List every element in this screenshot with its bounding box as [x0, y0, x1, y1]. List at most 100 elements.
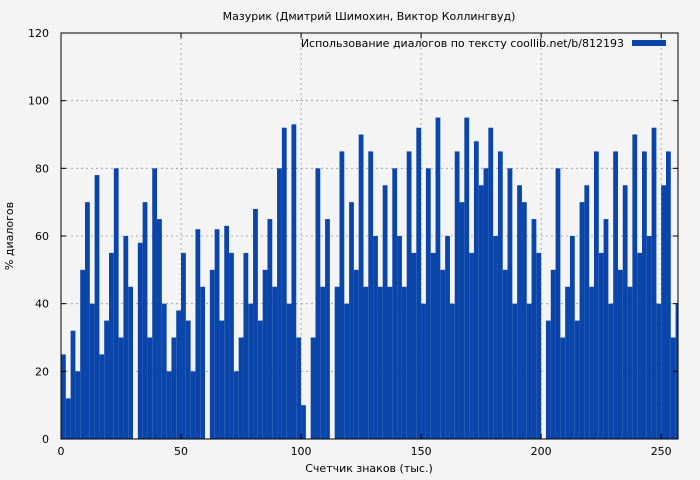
bar — [613, 151, 618, 439]
bar — [272, 286, 278, 439]
bar — [397, 236, 402, 439]
bar — [454, 151, 460, 439]
bar — [603, 219, 609, 439]
bar — [584, 185, 590, 439]
bar — [464, 117, 470, 439]
bar — [368, 151, 374, 439]
legend-swatch — [632, 40, 666, 46]
bar — [94, 175, 100, 439]
x-axis-label: Счетчик знаков (тыс.) — [305, 462, 433, 475]
bar — [632, 134, 638, 439]
bar — [440, 269, 446, 439]
bar — [406, 151, 412, 439]
bar — [89, 303, 95, 439]
bar — [128, 286, 134, 439]
bar — [665, 151, 671, 439]
bar — [459, 202, 465, 439]
axis-ticks: 0 20 40 60 80 100 120 0 50 100 150 200 250 — [28, 27, 678, 458]
bar — [253, 208, 258, 439]
bar — [656, 303, 662, 439]
bar — [555, 168, 561, 440]
bar — [267, 219, 273, 439]
x-tick-label: 250 — [651, 445, 672, 458]
bar — [137, 242, 143, 439]
y-tick-label: 100 — [28, 95, 49, 108]
bar — [80, 269, 86, 439]
bar — [670, 337, 676, 439]
bar — [171, 337, 177, 439]
bar — [531, 219, 537, 439]
bar — [536, 252, 542, 439]
bar — [209, 269, 215, 439]
bar — [421, 303, 426, 439]
bar — [521, 202, 527, 439]
bar — [339, 151, 345, 439]
bar — [65, 398, 71, 439]
y-tick-label: 20 — [35, 365, 49, 378]
bar — [560, 337, 566, 439]
bar — [545, 320, 551, 439]
bar — [550, 269, 556, 439]
bar — [224, 225, 230, 439]
bar — [75, 371, 81, 439]
bar — [248, 303, 254, 439]
bar — [507, 168, 513, 440]
bar — [104, 320, 110, 439]
bar — [320, 286, 326, 439]
bar — [574, 320, 580, 439]
bar — [502, 269, 508, 439]
x-tick-label: 200 — [531, 445, 552, 458]
bar — [392, 168, 398, 440]
bar — [349, 202, 354, 439]
bar — [70, 330, 76, 439]
bar — [627, 286, 633, 439]
bar — [493, 236, 498, 439]
bar — [281, 127, 287, 439]
bar — [109, 252, 114, 439]
bar — [185, 320, 191, 439]
bar — [469, 252, 474, 439]
bar — [641, 151, 647, 439]
bar — [416, 127, 422, 439]
bar — [334, 286, 340, 439]
bar — [661, 185, 666, 439]
bar — [257, 320, 263, 439]
bar — [233, 371, 239, 439]
bar — [200, 286, 206, 439]
bar — [181, 252, 186, 439]
bar — [637, 252, 642, 439]
bar — [123, 236, 129, 439]
y-tick-label: 120 — [28, 27, 49, 40]
bar — [353, 269, 359, 439]
bar — [344, 303, 350, 439]
bar — [85, 202, 90, 439]
chart-title: Мазурик (Дмитрий Шимохин, Виктор Коллинг… — [223, 10, 516, 23]
bar — [497, 151, 503, 439]
bar — [291, 124, 297, 439]
bar — [315, 168, 321, 440]
y-tick-label: 60 — [35, 230, 49, 243]
bar — [358, 134, 364, 439]
bar — [214, 229, 220, 439]
bar — [579, 202, 585, 439]
x-tick-label: 100 — [291, 445, 312, 458]
bar — [325, 219, 330, 439]
bar — [449, 303, 455, 439]
bar — [219, 320, 225, 439]
bar — [363, 286, 369, 439]
bar — [526, 303, 532, 439]
bar — [488, 127, 494, 439]
x-tick-label: 0 — [58, 445, 65, 458]
bar — [473, 141, 479, 439]
bar — [243, 252, 249, 439]
bar — [608, 303, 614, 439]
bar — [651, 127, 657, 439]
bar — [435, 117, 441, 439]
bar — [593, 151, 599, 439]
bar — [296, 337, 302, 439]
bar — [301, 405, 306, 439]
bar — [157, 219, 162, 439]
bar — [152, 168, 158, 440]
bar — [118, 337, 124, 439]
y-tick-label: 0 — [42, 433, 49, 446]
